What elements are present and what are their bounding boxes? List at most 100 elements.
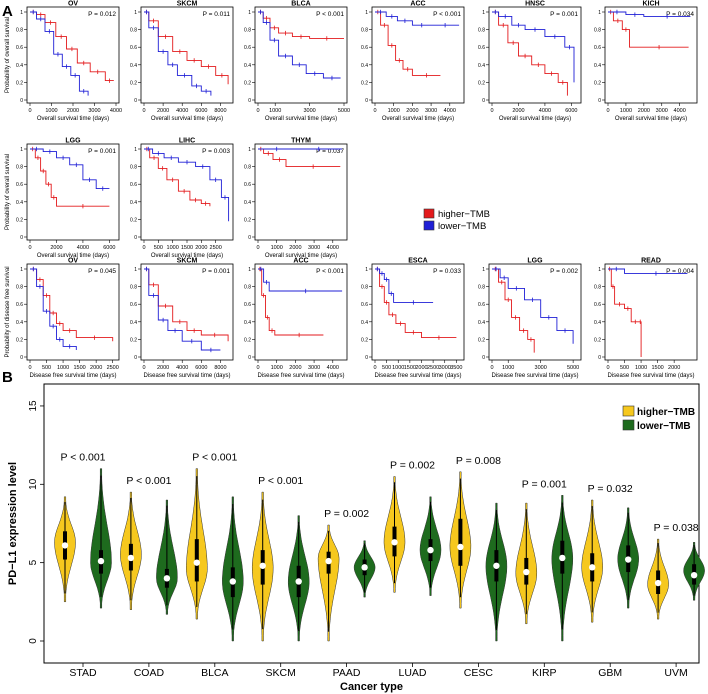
- km-y-tick-label: 1: [598, 10, 601, 16]
- km-x-tick-label: 6000: [195, 365, 207, 371]
- km-x-tick-label: 2500: [210, 245, 222, 251]
- km-x-tick-label: 2000: [90, 365, 102, 371]
- km-x-tick-label: 0: [142, 365, 145, 371]
- km-x-axis-label: Disease free survival time (days): [374, 373, 461, 379]
- km-plot-thym: THYM P = 0.037 0 1000 2000 3000 4000 Overall su…: [244, 138, 348, 259]
- violin-x-tick-label: BLCA: [201, 667, 228, 679]
- violin-group-cesc: CESC P = 0.008: [449, 455, 508, 679]
- km-p-value: P = 0.011: [203, 11, 231, 18]
- km-y-tick-label: 0.2: [594, 80, 601, 86]
- km-y-tick-label: 0.4: [478, 320, 485, 326]
- km-x-axis-label: Overall survival time (days): [151, 253, 223, 259]
- km-y-tick-label: 0: [134, 98, 137, 104]
- km-x-tick-label: 1000: [388, 108, 400, 114]
- km-y-tick-label: 1: [20, 147, 23, 153]
- km-x-tick-label: 3000: [88, 108, 100, 114]
- violin-x-tick-label: UVM: [664, 667, 687, 679]
- km-y-tick-label: 0.8: [594, 28, 601, 34]
- km-x-tick-label: 1000: [167, 245, 179, 251]
- km-curve-high: [30, 11, 114, 82]
- violin-median-high: [193, 559, 200, 566]
- km-x-axis-label: Overall survival time (days): [265, 253, 337, 259]
- violin-median-high: [654, 579, 662, 587]
- km-x-axis-label: Overall survival time (days): [37, 253, 109, 259]
- km-curve-low: [30, 268, 77, 350]
- km-y-tick-label: 0.8: [130, 165, 137, 171]
- legend-label-lower: lower−TMB: [438, 221, 486, 232]
- km-y-tick-label: 0.8: [244, 285, 251, 291]
- km-curve-high: [30, 268, 114, 342]
- km-y-tick-label: 0: [134, 235, 137, 241]
- violin-group-uvm: UVM P = 0.038: [647, 522, 705, 679]
- violin-group-kirp: KIRP P = 0.001: [515, 478, 574, 679]
- violin-group-paad: PAAD P = 0.002: [317, 508, 376, 679]
- km-y-tick-label: 0.8: [478, 28, 485, 34]
- km-x-axis-label: Overall survival time (days): [382, 116, 454, 122]
- km-x-axis-label: Disease free survival time (days): [143, 373, 230, 379]
- km-y-tick-label: 0.8: [361, 28, 368, 34]
- km-y-tick-label: 0: [248, 98, 251, 104]
- km-x-tick-label: 0: [373, 365, 376, 371]
- km-y-tick-label: 0: [598, 355, 601, 361]
- legend-swatch-higher-b: [622, 405, 635, 417]
- km-y-tick-label: 0.6: [361, 45, 368, 51]
- km-y-tick-label: 0.8: [16, 165, 23, 171]
- km-curve-high: [492, 268, 535, 353]
- km-y-tick-label: 0.6: [16, 45, 23, 51]
- violin-median-low: [625, 556, 632, 563]
- km-y-tick-label: 0.8: [244, 165, 251, 171]
- km-x-tick-label: 0: [256, 108, 259, 114]
- km-y-tick-label: 0.4: [594, 320, 601, 326]
- km-x-tick-label: 2000: [67, 108, 79, 114]
- violin-median-low: [229, 578, 236, 585]
- violin-x-tick-label: CESC: [464, 667, 494, 679]
- km-x-tick-label: 3000: [425, 108, 437, 114]
- km-x-axis-label: Overall survival time (days): [151, 116, 223, 122]
- km-x-axis-label: Disease free survival time (days): [607, 373, 694, 379]
- km-y-tick-label: 0.6: [130, 45, 137, 51]
- legend-label-higher-b: higher−TMB: [637, 407, 695, 418]
- km-y-tick-label: 0.2: [361, 80, 368, 86]
- km-plot-title: LGG: [65, 138, 81, 145]
- km-y-tick-label: 0.6: [130, 302, 137, 308]
- km-y-tick-label: 0.4: [361, 320, 368, 326]
- km-y-tick-label: 0.2: [16, 217, 23, 223]
- violin-x-tick-label: STAD: [69, 667, 97, 679]
- km-plot-frame: [26, 143, 120, 241]
- km-y-tick-label: 1: [482, 10, 485, 16]
- km-x-tick-label: 4000: [327, 245, 339, 251]
- violin-group-stad: STAD P < 0.001: [54, 452, 112, 679]
- violin-median-high: [61, 542, 69, 549]
- km-curve-low: [375, 268, 434, 303]
- km-plot-frame: [254, 263, 348, 361]
- km-curve-low: [492, 268, 574, 344]
- km-y-tick-label: 0: [598, 98, 601, 104]
- km-y-tick-label: 1: [20, 267, 23, 273]
- km-curve-low: [144, 268, 221, 351]
- km-x-tick-label: 4000: [444, 108, 456, 114]
- violin-x-tick-label: LUAD: [398, 667, 426, 679]
- km-x-tick-label: 0: [606, 108, 609, 114]
- km-plot-frame: [140, 6, 234, 104]
- km-x-axis-label: Overall survival time (days): [499, 116, 571, 122]
- km-plot-frame: [371, 6, 465, 104]
- km-x-tick-label: 1000: [635, 365, 647, 371]
- violin-x-tick-label: GBM: [598, 667, 622, 679]
- km-y-tick-label: 0.4: [244, 320, 251, 326]
- km-x-tick-label: 2000: [668, 365, 680, 371]
- km-x-tick-label: 2000: [289, 245, 301, 251]
- violin-y-tick-label: 5: [28, 559, 39, 565]
- km-p-value: P = 0.001: [202, 268, 230, 275]
- km-row-y-label: Probability of disease free survival: [5, 266, 11, 357]
- km-y-tick-label: 0.2: [361, 337, 368, 343]
- km-x-tick-label: 2000: [289, 365, 301, 371]
- km-y-tick-label: 1: [248, 267, 251, 273]
- km-x-tick-label: 1000: [45, 108, 57, 114]
- km-x-tick-label: 2000: [406, 108, 418, 114]
- violin-p-value: P < 0.001: [126, 475, 171, 487]
- km-p-value: P = 0.012: [88, 11, 116, 18]
- km-x-tick-label: 4000: [77, 245, 89, 251]
- km-plot-title: HNSC: [525, 1, 545, 8]
- km-x-tick-label: 1000: [620, 108, 632, 114]
